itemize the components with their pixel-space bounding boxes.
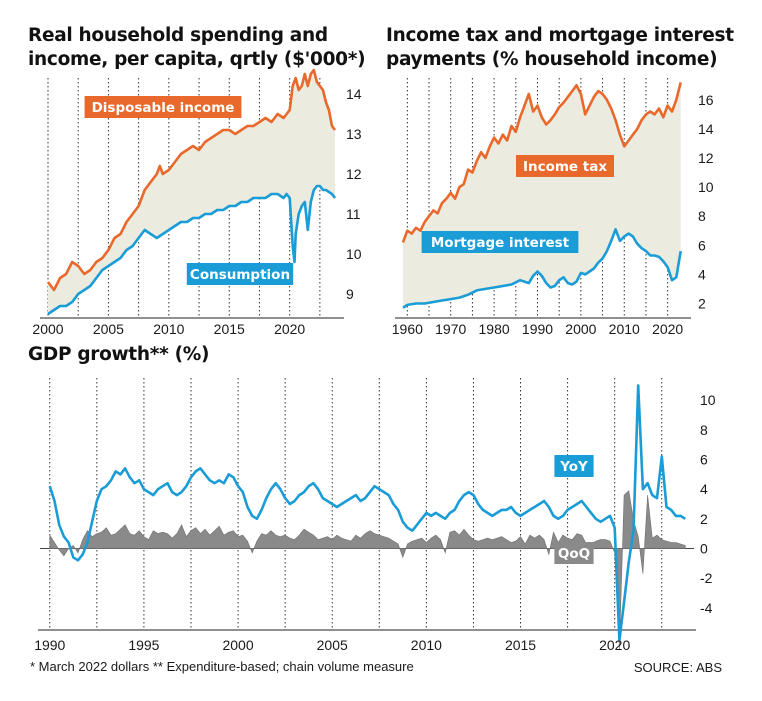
x-tick-label: 2000 [222,637,253,653]
y-tick-label: 2 [700,511,708,527]
label-income-tax: Income tax [523,159,607,175]
y-tick-label: 13 [346,126,362,142]
y-tick-label: 12 [698,150,714,166]
series-line-consumption [47,184,337,316]
label-income-tax-box [516,155,614,177]
band-income-consumption [48,70,335,314]
series-area-qoq [49,490,686,650]
x-tick-label: 1990 [522,321,553,337]
y-tick-label: 6 [700,452,708,468]
label-mortgage-interest-box [421,231,579,253]
x-tick-label: 2005 [317,637,348,653]
label-qoq: QoQ [558,546,590,562]
x-tick-label: 2020 [652,321,683,337]
x-tick-label: 1980 [479,321,510,337]
y-tick-label: 8 [700,422,708,438]
y-tick-label: -2 [700,570,713,586]
chart-title-tax-mortgage: Income tax and mortgage interest payment… [386,25,734,70]
x-tick-label: 2020 [599,637,630,653]
source-credit: SOURCE: ABS [633,660,722,675]
series-line-yoy [48,384,686,642]
y-tick-label: 12 [346,166,362,182]
footnote: * March 2022 dollars ** Expenditure-base… [30,659,414,674]
label-yoy-box [554,455,594,477]
chart-title-household: Real household spending and income, per … [28,25,366,70]
x-tick-label: 1990 [34,637,65,653]
chart-title-gdp-growth: GDP growth** (%) [28,344,210,365]
x-tick-label: 2005 [93,321,124,337]
y-tick-label: 6 [698,237,706,253]
y-tick-label: 11 [346,206,361,222]
x-tick-label: 1970 [435,321,466,337]
x-tick-label: 2010 [153,321,184,337]
label-disposable-income: Disposable income [92,100,235,116]
label-disposable-income-box [84,96,242,118]
series-line-income-tax [401,82,682,243]
y-tick-label: 0 [700,540,708,556]
y-tick-label: 10 [346,246,362,262]
series-line-disposable-income [46,68,337,292]
y-tick-label: 9 [346,286,354,302]
x-tick-label: 2000 [565,321,596,337]
y-tick-label: -4 [700,600,713,616]
label-consumption: Consumption [190,267,290,283]
label-consumption-box [186,263,294,285]
label-yoy: YoY [559,459,588,475]
y-tick-label: 4 [700,481,708,497]
x-tick-label: 1960 [392,321,423,337]
y-tick-label: 2 [698,295,706,311]
y-tick-label: 10 [698,179,714,195]
y-tick-label: 16 [698,92,714,108]
series-line-mortgage-interest [402,228,682,309]
x-tick-label: 1995 [128,637,159,653]
y-tick-label: 14 [346,86,362,102]
x-tick-label: 2015 [214,321,245,337]
y-tick-label: 14 [698,121,714,137]
label-mortgage-interest: Mortgage interest [431,235,570,251]
x-tick-label: 2010 [609,321,640,337]
y-tick-label: 8 [698,208,706,224]
label-qoq-box [554,542,594,564]
x-tick-label: 2015 [505,637,536,653]
x-tick-label: 2000 [32,321,63,337]
y-tick-label: 4 [698,266,706,282]
x-tick-label: 2010 [411,637,442,653]
y-tick-label: 10 [700,392,716,408]
x-tick-label: 2020 [274,321,305,337]
